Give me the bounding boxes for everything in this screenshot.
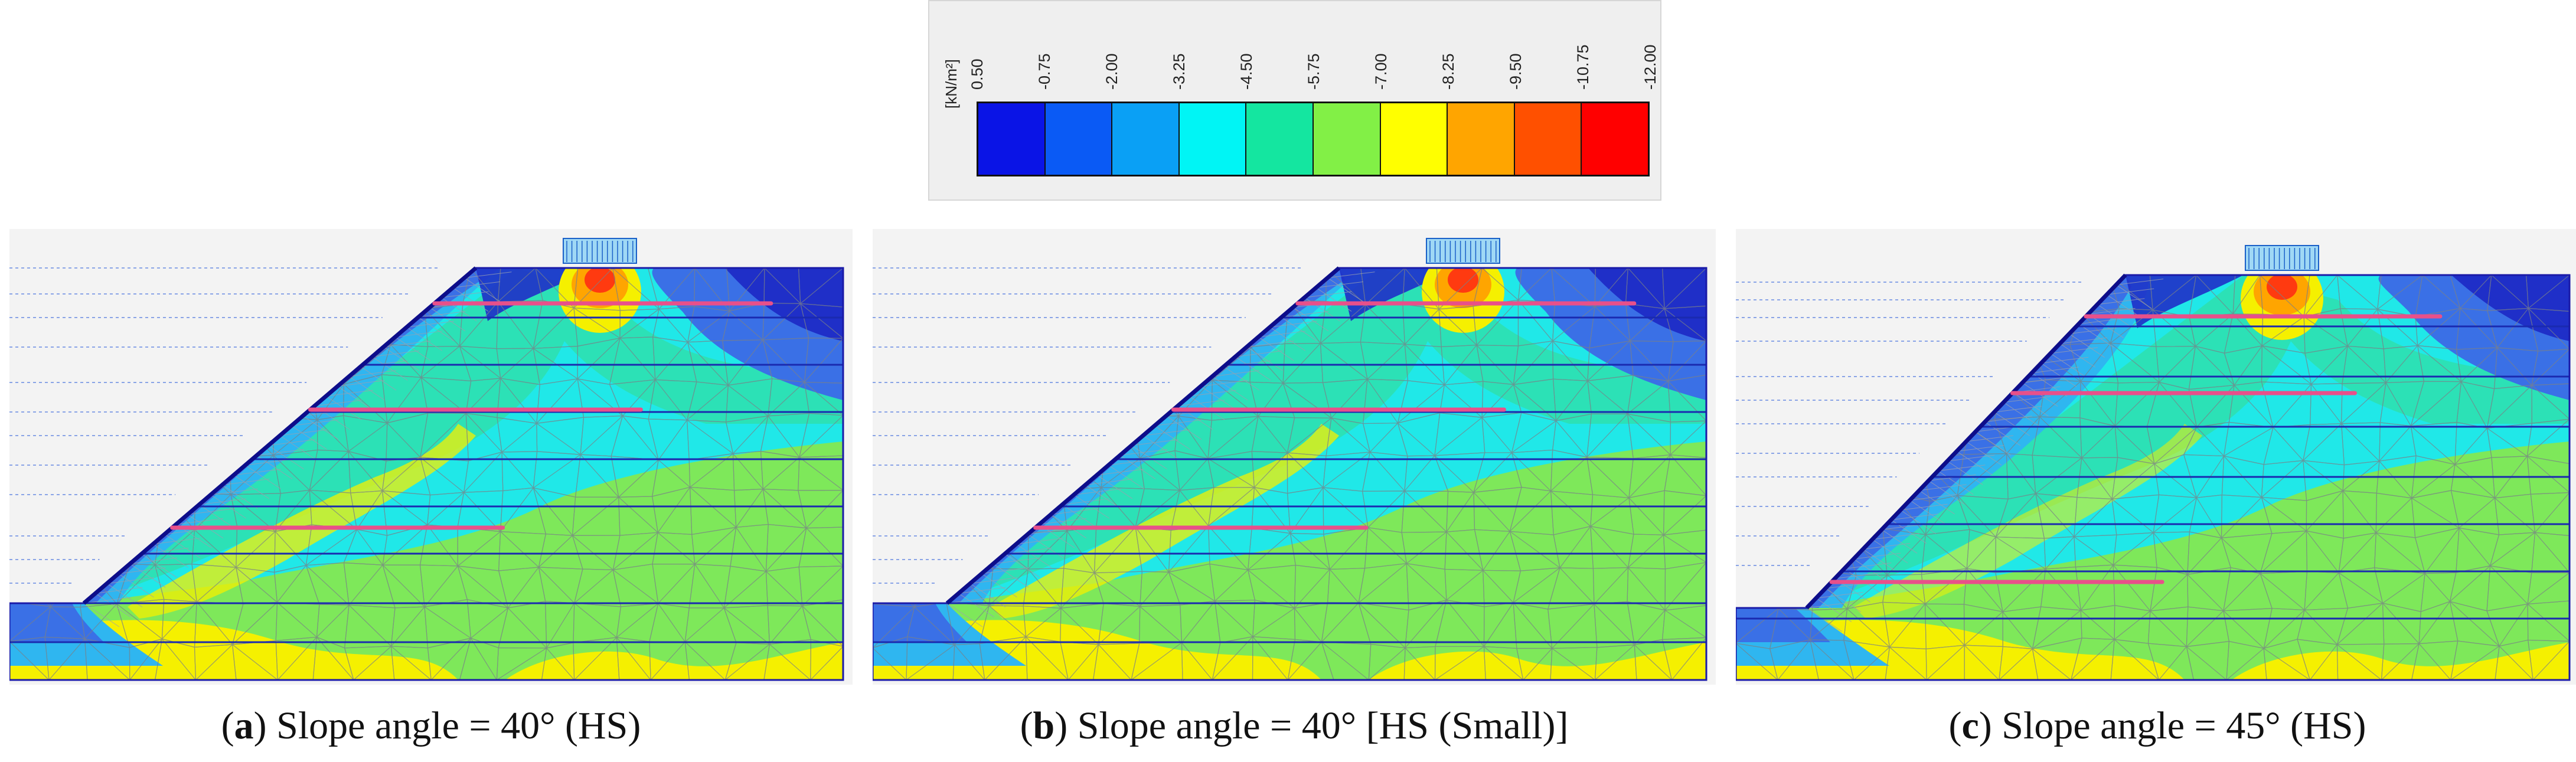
legend-tick-label: -9.50 [1507,53,1524,90]
panel-b-contours [873,268,1706,680]
legend-tick-label: -10.75 [1574,44,1592,90]
caption-b-text: Slope angle = 40° [HS (Small)] [1077,704,1569,747]
legend-swatch-6 [1380,103,1448,175]
caption-c: (c) Slope angle = 45° (HS) [1948,704,2366,747]
panel-c-guide-lines [1736,282,2084,566]
panel-b-contour-plot [873,229,1716,685]
legend-tick-label: -4.50 [1238,53,1255,90]
legend-swatch-0 [978,103,1046,175]
legend-swatch-4 [1246,103,1314,175]
legend-tick-label: 0.50 [968,58,986,90]
panel-a-contour-plot [9,229,853,685]
panel-c-footing-load [2245,245,2319,271]
caption-a-letter: a [234,704,254,747]
legend-tick-label: -5.75 [1305,53,1323,90]
panel-a-footing-load [563,238,637,264]
panel-c-svg [1736,245,2571,681]
panel-c-slope-face [1805,273,2127,610]
legend-tick-label: -0.75 [1036,53,1053,90]
panel-b-guide-lines [873,267,1304,584]
legend-tick-label: -8.25 [1439,53,1457,90]
panel-a-slope-face [82,266,478,605]
legend-unit-text: [kN/m²] [942,59,960,109]
panel-b-svg [873,238,1707,681]
legend-swatch-7 [1448,103,1515,175]
panel-c-contour-plot [1736,229,2576,685]
caption-c-letter: c [1961,704,1979,747]
panel-b-slope-face [945,266,1341,605]
caption-c-text: Slope angle = 45° (HS) [2002,704,2366,747]
legend-swatch-1 [1045,103,1113,175]
legend-color-bar [977,102,1650,176]
panel-a-soil-nails [170,301,773,530]
legend-tick-label: -2.00 [1103,53,1121,90]
panel-a-fine-mesh [83,272,512,627]
caption-b: (b) Slope angle = 40° [HS (Small)] [1020,704,1569,747]
panel-b-soil-nails [1033,301,1637,530]
color-legend: [kN/m²] 0.50 -0.75 -2.00 -3.25 -4.50 -5.75 -7.… [928,0,1661,201]
legend-tick-label: -12.00 [1641,44,1659,90]
panel-b-footing-load [1426,238,1500,264]
panel-a-contours [9,268,843,680]
legend-swatch-2 [1112,103,1180,175]
legend-tick-label: -7.00 [1372,53,1390,90]
caption-a-text: Slope angle = 40° (HS) [276,704,641,747]
panel-c-fine-mesh [1806,279,2164,632]
legend-swatch-3 [1179,103,1247,175]
caption-a: (a) Slope angle = 40° (HS) [221,704,641,747]
legend-ticks: 0.50 -0.75 -2.00 -3.25 -4.50 -5.75 -7.00 -8.25 -… [968,1,1659,102]
legend-swatch-9 [1582,103,1648,175]
legend-swatch-8 [1514,103,1582,175]
panel-c-soil-nails [1829,314,2443,584]
legend-swatch-5 [1313,103,1381,175]
panel-c-contours [1736,275,2570,680]
caption-b-letter: b [1033,704,1055,747]
panel-a-guide-lines [9,267,440,584]
legend-tick-label: -3.25 [1170,53,1188,90]
panel-a-svg [9,238,844,681]
